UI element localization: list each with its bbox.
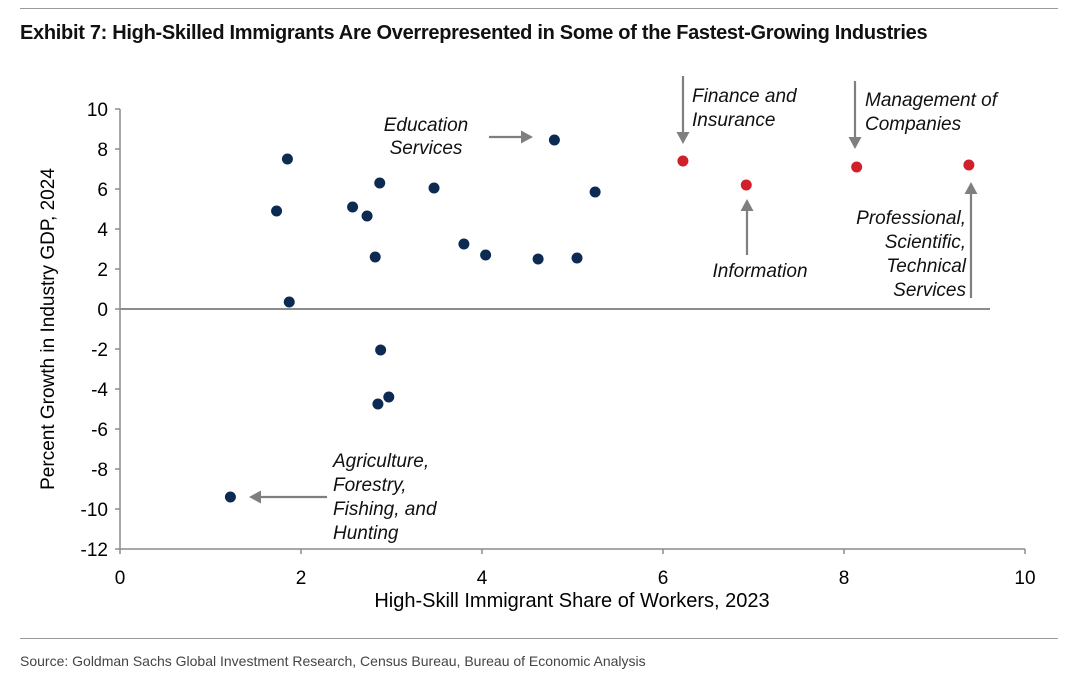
annotation-arrows bbox=[249, 76, 978, 504]
y-tick-label: -6 bbox=[91, 420, 108, 441]
y-tick-label: -2 bbox=[91, 340, 108, 361]
annotation-label: Agriculture, bbox=[332, 451, 429, 472]
highlight-point bbox=[677, 155, 689, 167]
annotation-label: Scientific, bbox=[885, 232, 966, 253]
annotation-arrowhead bbox=[964, 182, 978, 194]
annotation-label: Technical bbox=[886, 256, 966, 277]
bottom-rule bbox=[20, 638, 1058, 639]
y-axis-label: Percent Growth in Industry GDP, 2024 bbox=[38, 168, 59, 490]
highlight-point bbox=[740, 179, 752, 191]
annotation-label: Insurance bbox=[692, 110, 775, 131]
highlight-point bbox=[851, 161, 863, 173]
annotation-arrowhead bbox=[676, 132, 690, 144]
data-points bbox=[224, 134, 975, 503]
x-tick-label: 4 bbox=[477, 568, 488, 589]
y-axis: 10 8 6 4 2 0 -2 -4 -6 -8 -10 -12 bbox=[81, 100, 120, 561]
annotation-arrowhead bbox=[740, 199, 754, 211]
data-point bbox=[480, 249, 492, 261]
y-tick-label: -10 bbox=[81, 500, 108, 521]
data-point bbox=[372, 398, 384, 410]
data-point bbox=[271, 205, 283, 217]
y-tick-label: -8 bbox=[91, 460, 108, 481]
y-tick-label: 2 bbox=[97, 260, 108, 281]
annotation-arrowhead bbox=[848, 137, 862, 149]
data-point bbox=[428, 182, 440, 194]
source-note: Source: Goldman Sachs Global Investment … bbox=[20, 653, 646, 669]
annotation-label: Education bbox=[384, 115, 469, 136]
x-tick-label: 8 bbox=[839, 568, 850, 589]
data-point bbox=[589, 186, 601, 198]
data-point bbox=[458, 238, 470, 250]
data-point bbox=[548, 134, 560, 146]
data-point bbox=[369, 251, 381, 263]
y-tick-label: 0 bbox=[97, 300, 108, 321]
x-tick-label: 0 bbox=[115, 568, 126, 589]
annotation-arrowhead bbox=[249, 490, 261, 504]
x-tick-label: 10 bbox=[1014, 568, 1035, 589]
annotation-label: Forestry, bbox=[333, 475, 407, 496]
x-tick-label: 2 bbox=[296, 568, 307, 589]
y-tick-label: 6 bbox=[97, 180, 108, 201]
annotation-label: Finance and bbox=[692, 86, 798, 107]
y-tick-label: -4 bbox=[91, 380, 108, 401]
exhibit-title: Exhibit 7: High-Skilled Immigrants Are O… bbox=[20, 22, 928, 44]
annotation-label: Companies bbox=[865, 114, 962, 135]
annotation-label: Fishing, and bbox=[333, 499, 438, 520]
data-point bbox=[281, 153, 293, 165]
y-tick-label: 4 bbox=[97, 220, 108, 241]
top-rule bbox=[20, 8, 1058, 9]
y-tick-label: -12 bbox=[81, 540, 108, 561]
data-point bbox=[361, 210, 373, 222]
annotation-arrowhead bbox=[521, 130, 533, 144]
x-axis-label: High-Skill Immigrant Share of Workers, 2… bbox=[374, 590, 769, 612]
annotation-label: Services bbox=[893, 280, 966, 301]
annotation-label: Management of bbox=[865, 90, 999, 111]
data-point bbox=[374, 177, 386, 189]
highlight-point bbox=[963, 159, 975, 171]
x-tick-label: 6 bbox=[658, 568, 669, 589]
annotation-label: Services bbox=[390, 138, 463, 159]
annotation-label: Hunting bbox=[333, 523, 399, 544]
annotation-label: Information bbox=[712, 261, 807, 282]
x-axis: 0 2 4 6 8 10 bbox=[115, 549, 1036, 589]
data-point bbox=[532, 253, 544, 265]
data-point bbox=[347, 201, 359, 213]
data-point bbox=[283, 296, 295, 308]
data-point bbox=[383, 391, 395, 403]
data-point bbox=[224, 491, 236, 503]
data-point bbox=[375, 344, 387, 356]
annotation-label: Professional, bbox=[856, 208, 966, 229]
y-tick-label: 10 bbox=[87, 100, 108, 121]
y-tick-label: 8 bbox=[97, 140, 108, 161]
data-point bbox=[571, 252, 583, 264]
